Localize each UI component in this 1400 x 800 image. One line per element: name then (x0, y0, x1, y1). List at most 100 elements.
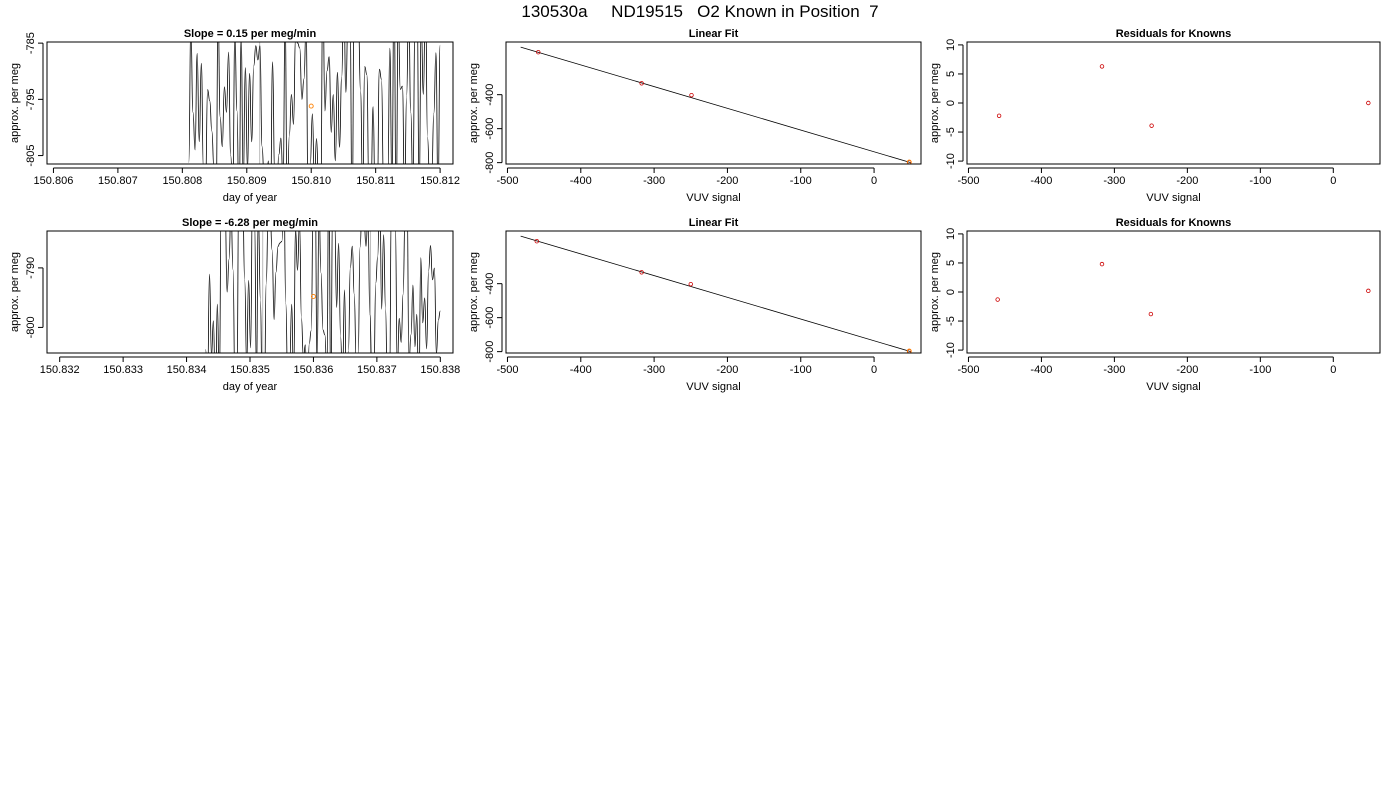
x-tick-label: -100 (1249, 364, 1271, 376)
x-tick-label: -400 (570, 364, 592, 376)
plot-frame (46, 230, 454, 354)
data-point (639, 270, 644, 275)
plot-area (520, 235, 912, 353)
x-tick-label: -500 (957, 364, 979, 376)
x-tick-label: -300 (643, 175, 665, 187)
highlight-point (906, 159, 912, 164)
data-point (1148, 311, 1154, 317)
plot-area (996, 64, 1371, 128)
fit-line (520, 46, 911, 164)
y-tick-label: -5 (945, 127, 957, 137)
y-tick-label: 5 (945, 71, 957, 77)
x-tick-label: 150.808 (162, 175, 202, 187)
y-tick-label: -795 (25, 88, 37, 110)
plot-frame (966, 230, 1381, 354)
y-axis-label: approx. per meg (9, 63, 21, 143)
y-tick-label: 0 (945, 289, 957, 295)
x-tick-label: 150.810 (291, 175, 331, 187)
y-axis-label: approx. per meg (929, 252, 941, 332)
panel-3: Residuals for Knowns-500 -400 -300 -200 -100… (929, 28, 1381, 204)
panel-2: Linear Fit -500 -400 -300 -200 -100 0 VUV signa… (468, 28, 922, 204)
data-point (688, 281, 693, 287)
x-tick-label: -200 (716, 175, 738, 187)
panel-6: Residuals for Knowns-500 -400 -300 -200 -100… (929, 217, 1381, 393)
x-tick-label: 150.809 (227, 175, 267, 187)
panel-title: Linear Fit (689, 217, 739, 229)
x-axis-label: VUV signal (1146, 381, 1200, 393)
y-tick-label: -10 (945, 153, 957, 169)
y-tick-label: 0 (945, 100, 957, 106)
highlight-point (308, 103, 314, 109)
x-tick-label: -500 (496, 175, 518, 187)
data-point (1366, 100, 1371, 106)
x-axis-label: VUV signal (686, 192, 740, 204)
panel-title: Residuals for Knowns (1116, 28, 1232, 40)
x-tick-label: 150.833 (103, 364, 143, 376)
x-tick-label: 150.811 (356, 175, 395, 187)
panel-title: Residuals for Knowns (1116, 217, 1232, 229)
y-tick-label: -400 (484, 273, 496, 295)
y-tick-label: 10 (945, 228, 957, 240)
fit-line (520, 235, 911, 353)
panel-title: Slope = 0.15 per meg/min (184, 28, 317, 40)
plot-frame (46, 41, 454, 165)
y-tick-label: -5 (945, 316, 957, 326)
plot-frame (505, 41, 922, 165)
x-tick-label: 150.835 (230, 364, 270, 376)
x-tick-label: -100 (790, 175, 812, 187)
x-tick-label: 150.837 (357, 364, 397, 376)
x-tick-label: 150.812 (420, 175, 460, 187)
y-tick-label: -790 (25, 257, 37, 279)
y-tick-label: -600 (484, 118, 496, 140)
x-tick-label: -200 (716, 364, 738, 376)
y-axis-label: approx. per meg (468, 252, 480, 332)
plot-frame (505, 230, 922, 354)
x-axis-label: VUV signal (686, 381, 740, 393)
x-axis-label: day of year (223, 381, 278, 393)
y-tick-label: -400 (484, 84, 496, 106)
highlight-point (310, 294, 316, 299)
data-trace (205, 231, 441, 353)
x-tick-label: -400 (570, 175, 592, 187)
x-tick-label: -500 (496, 364, 518, 376)
plot-area (205, 231, 441, 353)
data-point (1099, 64, 1105, 69)
plot-area (188, 42, 441, 164)
plot-area (995, 261, 1371, 317)
x-tick-label: 150.834 (167, 364, 207, 376)
x-tick-label: 150.806 (34, 175, 74, 187)
y-axis-label: approx. per meg (468, 63, 480, 143)
highlight-point (906, 348, 912, 353)
y-tick-label: -785 (25, 32, 37, 54)
data-point (639, 81, 644, 86)
panel-1: Slope = 0.15 per meg/min 150.806 150.807 15… (9, 28, 460, 204)
x-tick-label: -100 (1249, 175, 1271, 187)
x-tick-label: 0 (871, 364, 877, 376)
x-tick-label: -300 (1103, 364, 1125, 376)
x-tick-label: -300 (1103, 175, 1125, 187)
x-tick-label: 150.807 (98, 175, 138, 187)
x-tick-label: -200 (1176, 364, 1198, 376)
y-tick-label: -600 (484, 307, 496, 329)
data-point (536, 49, 541, 55)
data-trace (188, 42, 441, 164)
plot-area (520, 46, 912, 164)
data-point (1099, 261, 1105, 267)
x-tick-label: -400 (1030, 175, 1052, 187)
y-tick-label: -800 (484, 341, 496, 363)
panel-5: Linear Fit -500 -400 -300 -200 -100 0 VUV signa… (468, 217, 922, 393)
data-point (996, 113, 1002, 118)
y-tick-label: -805 (25, 145, 37, 167)
plot-frame (966, 41, 1381, 165)
panel-title: Linear Fit (689, 28, 739, 40)
x-tick-label: -100 (790, 364, 812, 376)
data-point (689, 92, 694, 98)
x-tick-label: 150.838 (420, 364, 460, 376)
y-axis-label: approx. per meg (929, 63, 941, 143)
x-tick-label: 150.832 (40, 364, 80, 376)
y-tick-label: -800 (484, 152, 496, 174)
y-tick-label: -800 (25, 316, 37, 338)
page-title: 130530a ND19515 O2 Known in Position 7 (521, 2, 879, 21)
x-tick-label: 0 (1330, 175, 1336, 187)
